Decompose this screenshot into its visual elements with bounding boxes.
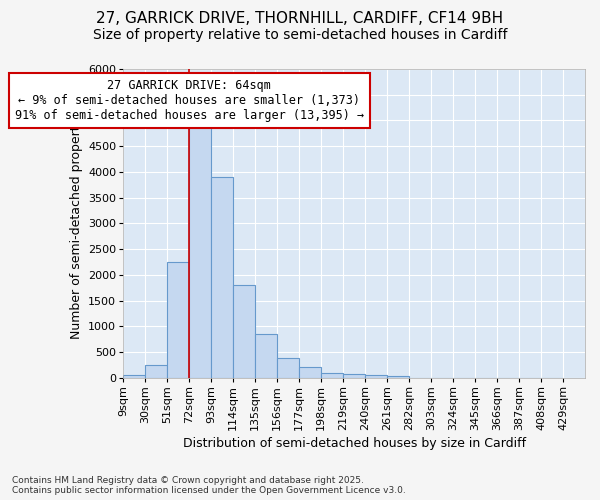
Bar xyxy=(299,366,321,378)
Bar xyxy=(145,365,167,378)
Bar xyxy=(343,374,365,378)
Bar xyxy=(277,358,299,378)
Text: 27 GARRICK DRIVE: 64sqm
← 9% of semi-detached houses are smaller (1,373)
91% of : 27 GARRICK DRIVE: 64sqm ← 9% of semi-det… xyxy=(14,80,364,122)
Text: Size of property relative to semi-detached houses in Cardiff: Size of property relative to semi-detach… xyxy=(93,28,507,42)
Bar xyxy=(233,286,255,378)
X-axis label: Distribution of semi-detached houses by size in Cardiff: Distribution of semi-detached houses by … xyxy=(182,437,526,450)
Text: 27, GARRICK DRIVE, THORNHILL, CARDIFF, CF14 9BH: 27, GARRICK DRIVE, THORNHILL, CARDIFF, C… xyxy=(97,11,503,26)
Bar xyxy=(255,334,277,378)
Bar xyxy=(321,373,343,378)
Bar xyxy=(123,376,145,378)
Bar xyxy=(211,177,233,378)
Y-axis label: Number of semi-detached properties: Number of semi-detached properties xyxy=(70,108,83,339)
Bar xyxy=(167,262,189,378)
Bar xyxy=(189,126,211,378)
Text: Contains HM Land Registry data © Crown copyright and database right 2025.
Contai: Contains HM Land Registry data © Crown c… xyxy=(12,476,406,495)
Bar xyxy=(365,376,387,378)
Bar xyxy=(387,376,409,378)
